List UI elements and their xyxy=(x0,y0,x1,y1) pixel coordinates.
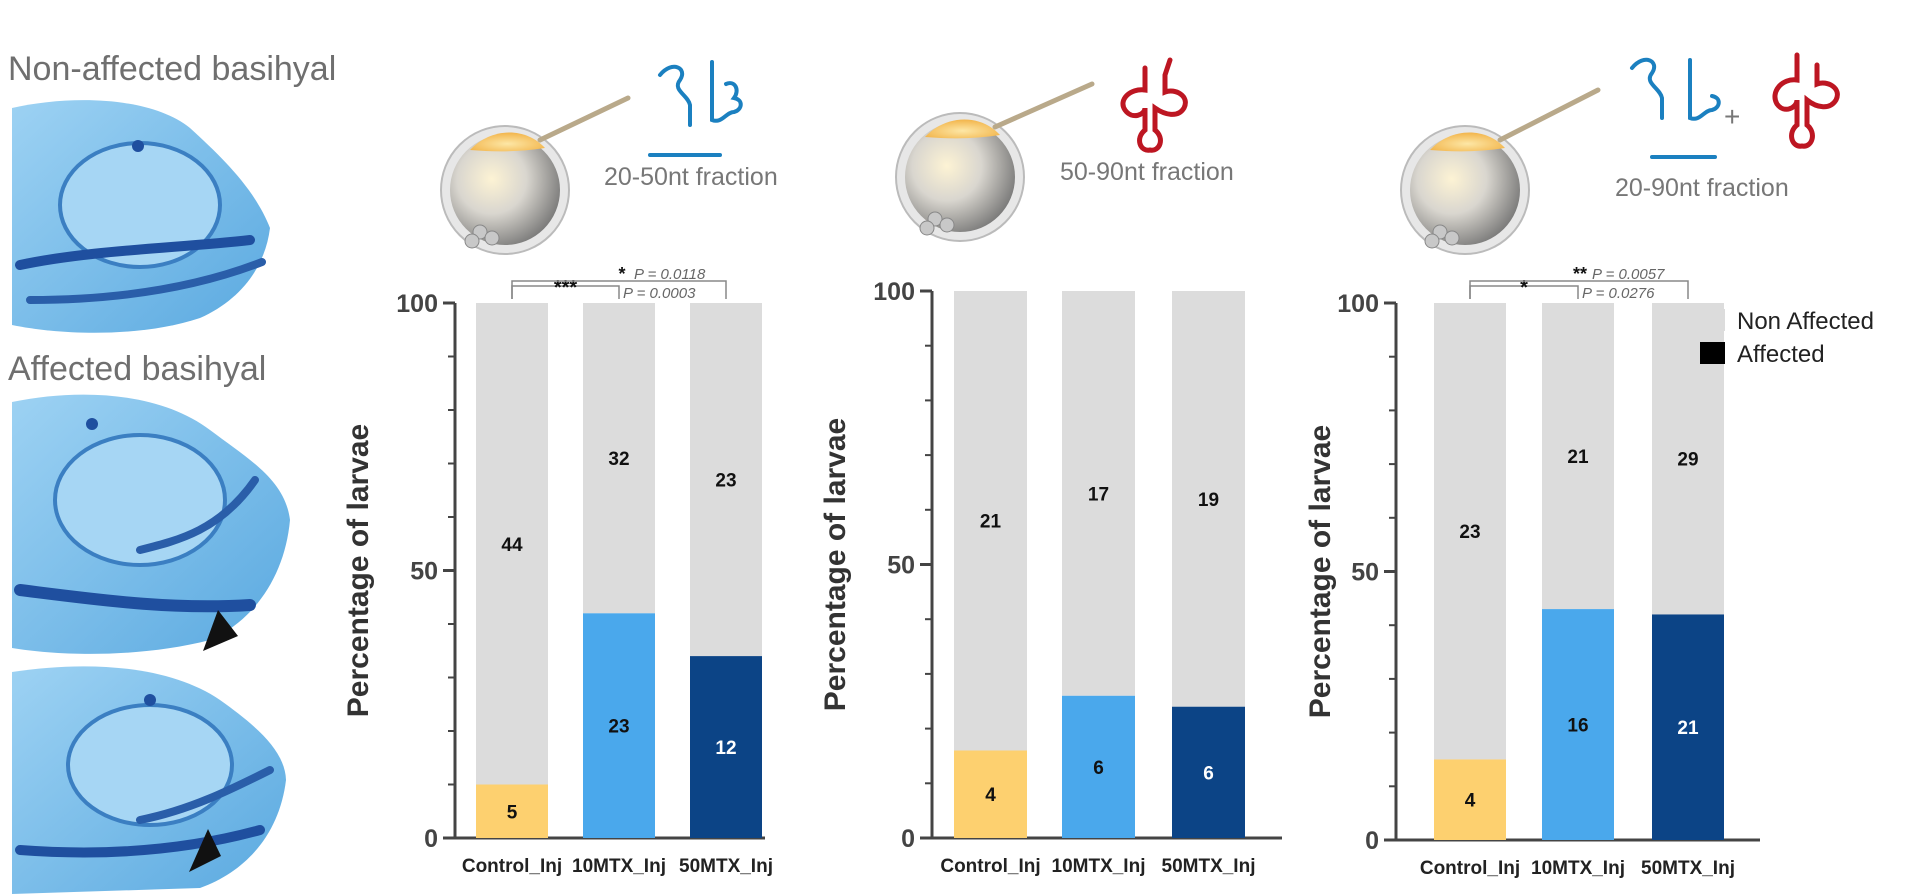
svg-text:+: + xyxy=(1724,101,1740,132)
y-axis-label: Percentage of larvae xyxy=(342,424,375,717)
bar-nonaffected xyxy=(583,303,655,614)
nonaffected-title: Non-affected basihyal xyxy=(8,50,337,88)
y-tick-label: 100 xyxy=(1337,290,1379,318)
photo-affected-2 xyxy=(10,665,290,895)
embryo-icon-3 xyxy=(1400,87,1601,255)
y-tick-label: 50 xyxy=(1351,559,1379,587)
bar-affected xyxy=(1434,759,1506,840)
y-tick-label: 0 xyxy=(1365,827,1379,855)
p-value-label: P = 0.0057 xyxy=(1592,266,1665,283)
count-label-affected: 6 xyxy=(1093,758,1104,779)
y-tick-label: 50 xyxy=(410,558,438,586)
bar-affected xyxy=(1542,609,1614,840)
count-label-nonaffected: 19 xyxy=(1198,490,1219,511)
small-rna-icon-1 xyxy=(648,60,743,157)
bar-affected xyxy=(1172,706,1245,838)
legend-swatch-affected xyxy=(1700,342,1725,364)
embryo-icon-1 xyxy=(440,95,631,255)
count-label-nonaffected: 44 xyxy=(501,535,523,556)
legend-label-affected: Affected xyxy=(1737,341,1825,368)
significance-stars: * xyxy=(1520,277,1528,299)
y-tick-label: 100 xyxy=(873,278,915,306)
count-label-affected: 21 xyxy=(1677,718,1699,739)
x-tick-label: Control_Inj xyxy=(940,856,1040,877)
fraction-label-3: 20-90nt fraction xyxy=(1615,174,1789,202)
chart-50-90nt: 0 50 100 Percentage of larvae 21 4 Control_Inj… xyxy=(819,278,1282,877)
bar-affected xyxy=(1062,695,1135,838)
rna-mix-icon: + xyxy=(1630,52,1840,159)
p-value-label: P = 0.0118 xyxy=(634,266,706,283)
legend-swatch-nonaffected xyxy=(1700,309,1725,331)
count-label-nonaffected: 29 xyxy=(1677,450,1698,471)
x-tick-label: 50MTX_Inj xyxy=(679,856,773,877)
count-label-affected: 6 xyxy=(1203,763,1214,784)
chart-20-50nt: 0 50 100 Percentage of larvae 44 5 Control_Inj… xyxy=(342,264,773,877)
y-tick-label: 100 xyxy=(396,290,438,318)
bar-nonaffected xyxy=(954,291,1027,751)
count-label-nonaffected: 17 xyxy=(1088,484,1109,505)
photo-affected-1 xyxy=(10,394,290,655)
x-tick-label: 50MTX_Inj xyxy=(1162,856,1256,877)
count-label-nonaffected: 21 xyxy=(980,512,1002,533)
bar-affected xyxy=(1652,614,1724,840)
affected-title: Affected basihyal xyxy=(8,350,267,388)
bar-nonaffected xyxy=(1542,303,1614,610)
bar-affected xyxy=(476,784,548,838)
x-tick-label: Control_Inj xyxy=(1420,858,1520,879)
y-tick-label: 0 xyxy=(901,825,915,853)
significance-stars: * xyxy=(618,264,625,284)
x-tick-label: Control_Inj xyxy=(462,856,562,877)
x-tick-label: 10MTX_Inj xyxy=(572,856,666,877)
significance-bracket xyxy=(511,280,727,299)
x-tick-label: 50MTX_Inj xyxy=(1641,858,1735,879)
bar-nonaffected xyxy=(690,303,762,657)
significance-stars: ** xyxy=(1573,264,1587,284)
count-label-affected: 4 xyxy=(1465,791,1476,812)
y-axis-label: Percentage of larvae xyxy=(819,418,852,711)
legend: Non Affected Affected xyxy=(1700,308,1874,368)
chart-20-90nt: 0 50 100 Percentage of larvae 23 4 Control_Inj… xyxy=(1304,264,1760,879)
trna-icon-1 xyxy=(1120,57,1188,153)
bar-nonaffected xyxy=(476,303,548,785)
count-label-affected: 16 xyxy=(1567,716,1588,737)
count-label-nonaffected: 23 xyxy=(715,471,736,492)
x-tick-label: 10MTX_Inj xyxy=(1052,856,1146,877)
count-label-nonaffected: 23 xyxy=(1459,522,1480,543)
count-label-nonaffected: 32 xyxy=(608,449,629,470)
y-tick-label: 0 xyxy=(424,825,438,853)
x-tick-label: 10MTX_Inj xyxy=(1531,858,1625,879)
y-axis-label: Percentage of larvae xyxy=(1304,425,1337,718)
count-label-affected: 4 xyxy=(985,785,996,806)
p-value-label: P = 0.0276 xyxy=(1582,285,1655,302)
bar-affected xyxy=(954,750,1027,838)
p-value-label: P = 0.0003 xyxy=(623,285,696,302)
count-label-nonaffected: 21 xyxy=(1567,447,1589,468)
photo-nonaffected xyxy=(10,100,275,335)
significance-bracket xyxy=(1469,280,1689,299)
arrowhead-icon xyxy=(189,829,221,872)
y-tick-label: 50 xyxy=(887,552,915,580)
count-label-affected: 5 xyxy=(507,802,518,823)
bar-nonaffected xyxy=(1172,291,1245,707)
bar-nonaffected xyxy=(1434,303,1506,760)
count-label-affected: 12 xyxy=(715,738,736,759)
legend-label-nonaffected: Non Affected xyxy=(1737,308,1874,335)
bar-affected xyxy=(690,656,762,838)
fraction-label-2: 50-90nt fraction xyxy=(1060,158,1234,186)
count-label-affected: 23 xyxy=(608,717,629,738)
bar-affected xyxy=(583,613,655,838)
arrowhead-icon xyxy=(203,610,238,651)
significance-stars: *** xyxy=(554,277,578,299)
fraction-label-1: 20-50nt fraction xyxy=(604,163,778,191)
bar-nonaffected xyxy=(1062,291,1135,696)
embryo-icon-2 xyxy=(895,81,1095,242)
